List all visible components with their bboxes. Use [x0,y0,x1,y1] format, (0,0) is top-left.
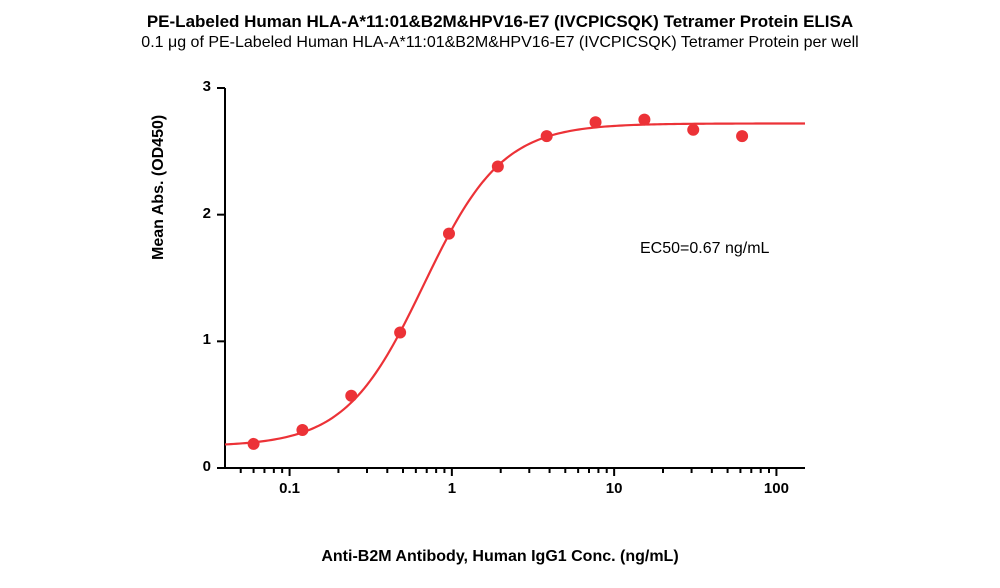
y-axis-label: Mean Abs. (OD450) [150,115,168,260]
y-tick-label: 2 [203,205,211,222]
y-tick-label: 1 [203,331,211,348]
ec50-annotation: EC50=0.67 ng/mL [640,240,769,258]
x-axis-label: Anti-B2M Antibody, Human IgG1 Conc. (ng/… [0,548,1000,566]
chart-area [225,88,805,468]
x-tick-label: 100 [764,480,789,497]
chart-title: PE-Labeled Human HLA-A*11:01&B2M&HPV16-E… [0,12,1000,32]
x-tick-label: 10 [606,480,623,497]
x-tick-label: 0.1 [279,480,300,497]
chart-svg [225,88,805,468]
y-tick-label: 0 [203,458,211,475]
chart-subtitle: 0.1 μg of PE-Labeled Human HLA-A*11:01&B… [0,34,1000,52]
x-tick-label: 1 [448,480,456,497]
figure-container: PE-Labeled Human HLA-A*11:01&B2M&HPV16-E… [0,0,1000,588]
y-tick-label: 3 [203,78,211,95]
title-block: PE-Labeled Human HLA-A*11:01&B2M&HPV16-E… [0,0,1000,52]
